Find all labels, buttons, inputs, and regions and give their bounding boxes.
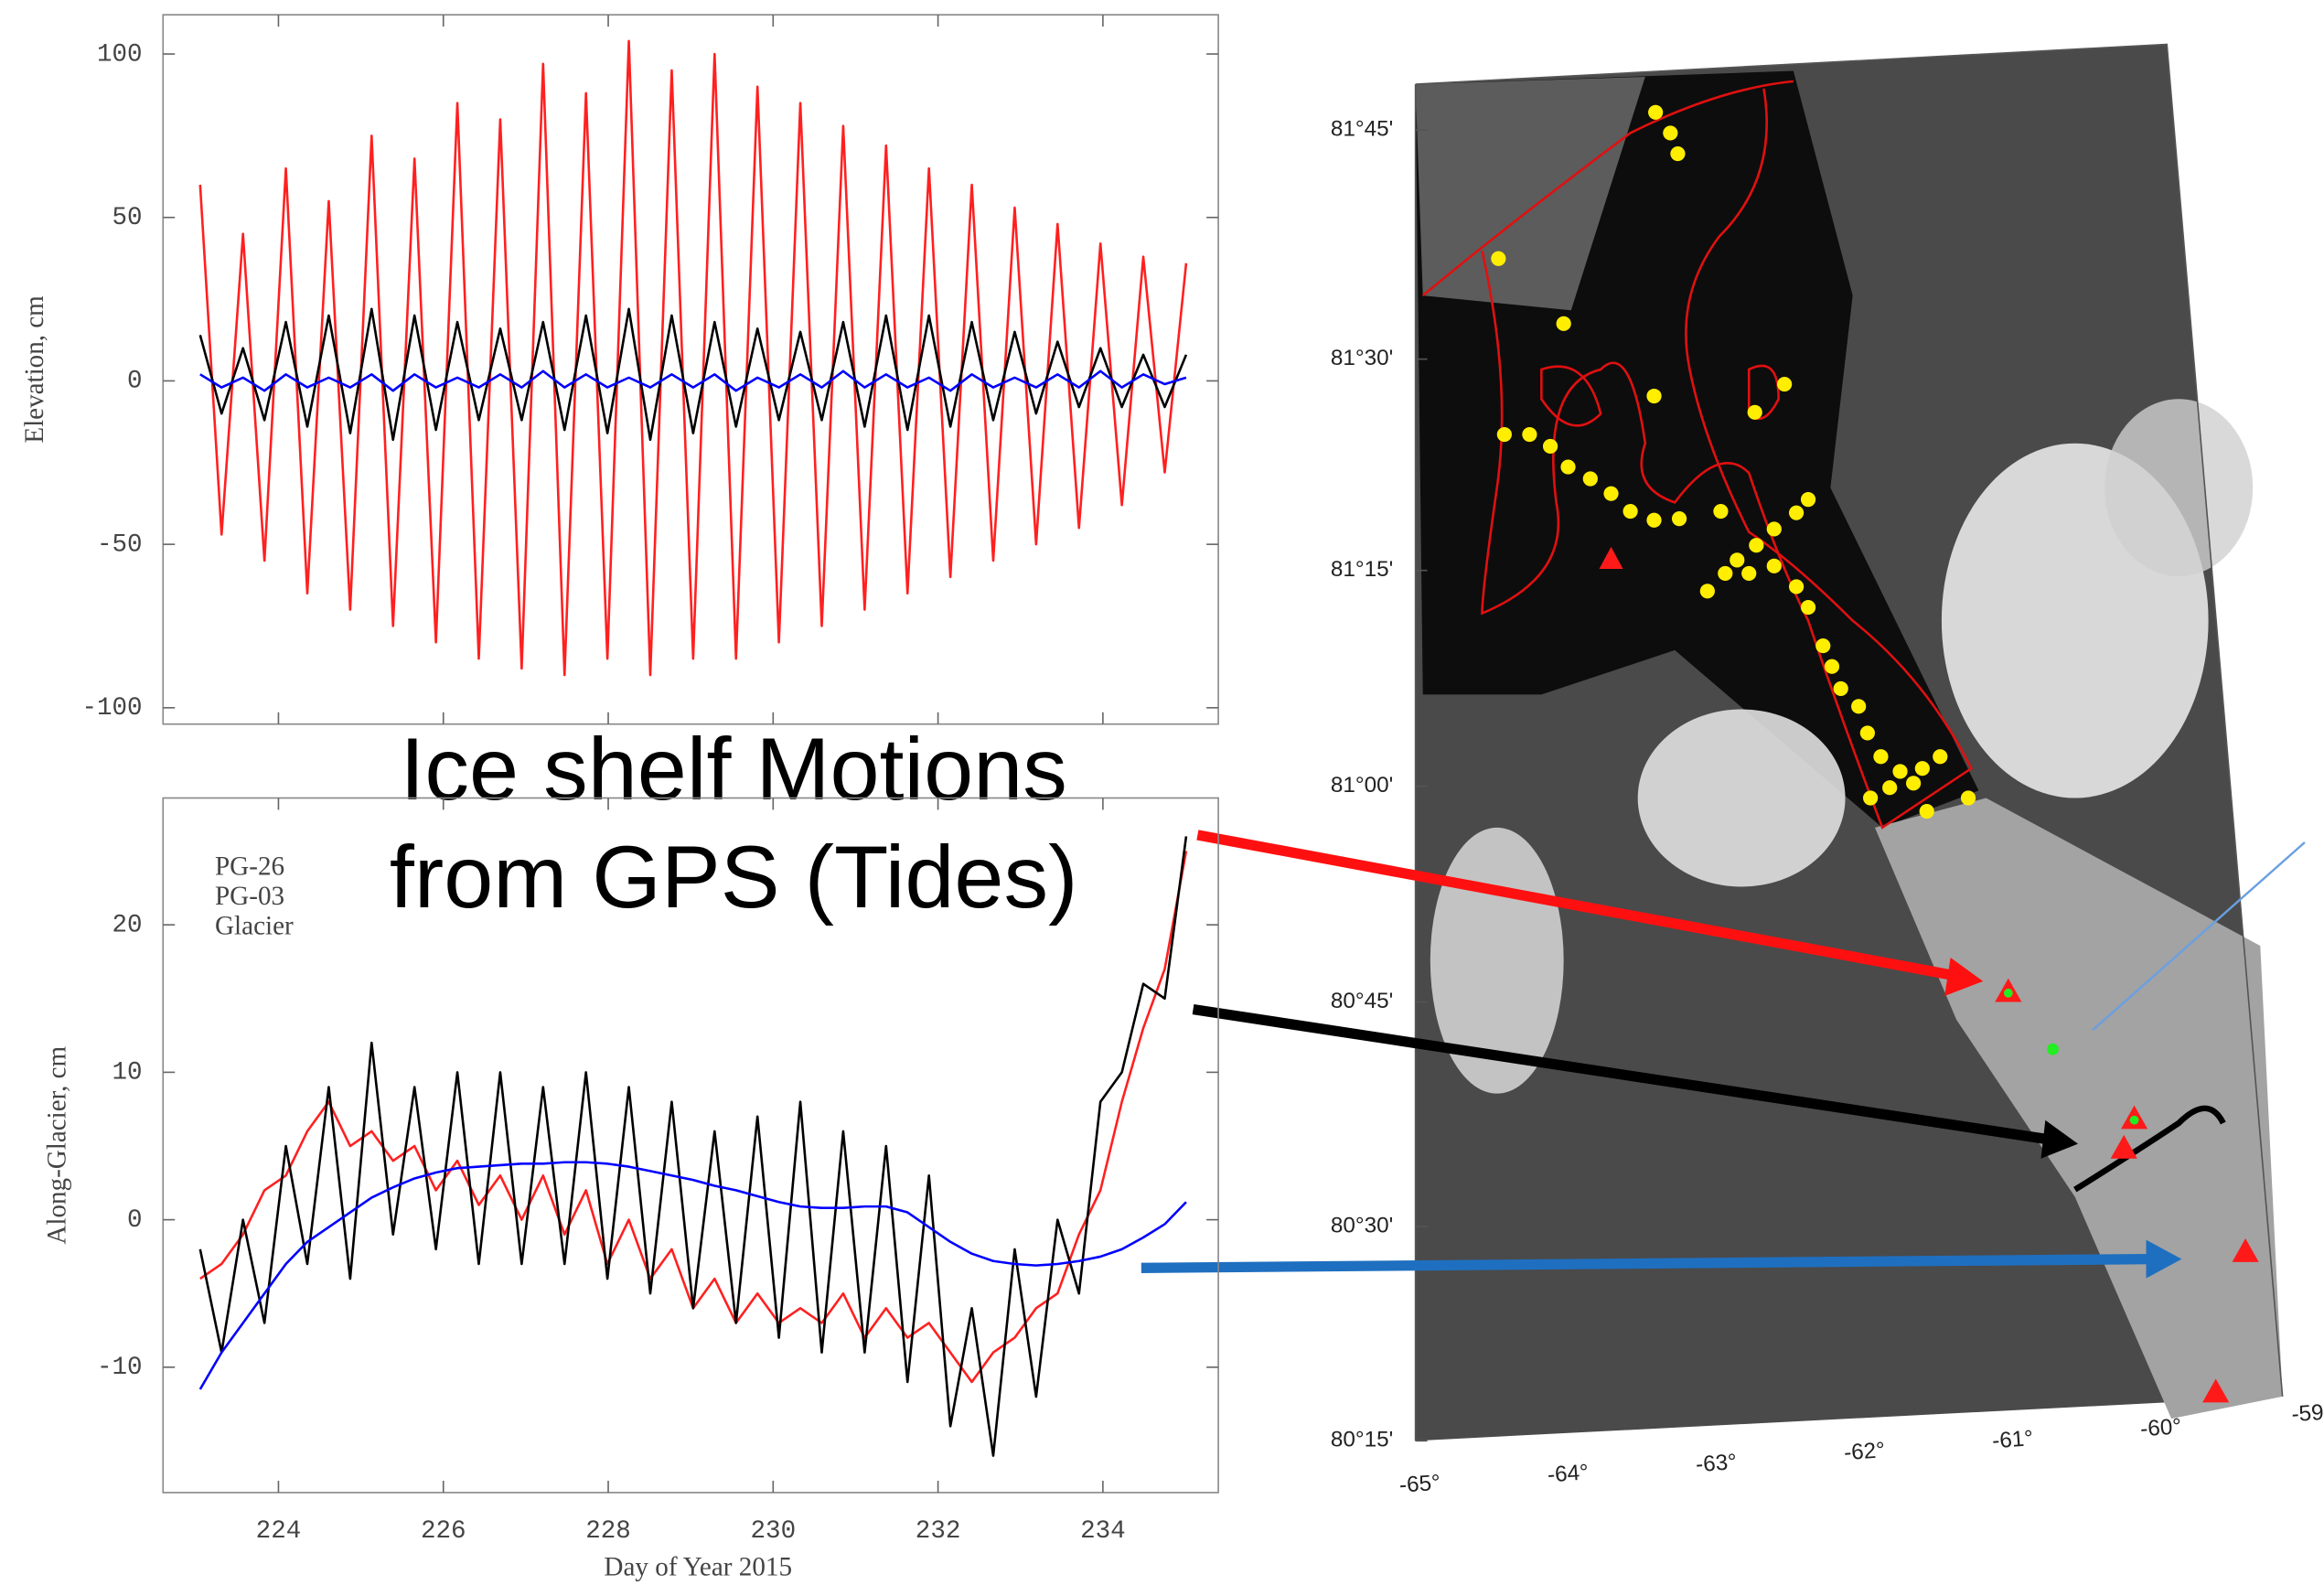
data-line [200,41,1186,675]
y-tick-label: 20 [112,911,143,939]
data-line [200,1162,1186,1389]
y-tick-label: 50 [112,204,143,232]
y-axis-label: Along-Glacier, cm [42,1045,71,1244]
y-tick-label: 10 [112,1059,143,1087]
lon-label: -61° [1991,1426,2034,1453]
annotation: from GPS (Tides) [390,827,1078,927]
lat-label: 81°15' [1331,557,1393,582]
legend-entry: Glacier [215,911,294,940]
legend-entry: PG-26 [215,852,284,882]
map-image [1416,44,2283,1441]
figure: Ice shelf Motions from GPS (Tides) -100-… [0,0,2324,1596]
annotation: Ice shelf Motions [400,719,1067,819]
y-axis-label: Elevation, cm [20,295,49,444]
x-tick-label: 232 [916,1517,961,1546]
x-tick-label: 228 [585,1517,631,1546]
lon-label: -63° [1695,1450,1738,1477]
lat-label: 81°00' [1331,773,1393,798]
lon-label: -64° [1547,1460,1590,1487]
data-line [200,309,1186,440]
lat-label: 80°30' [1331,1213,1393,1237]
x-tick-label: 230 [751,1517,797,1546]
data-line [200,836,1186,1455]
y-tick-label: -100 [81,694,142,723]
y-tick-label: 0 [127,1206,143,1235]
lat-label: 81°30' [1331,346,1393,370]
lon-label: -62° [1843,1438,1886,1465]
x-tick-label: 226 [421,1517,466,1546]
lon-label: -60° [2139,1414,2182,1441]
lat-label: 80°45' [1331,989,1393,1013]
y-tick-label: -10 [97,1354,143,1382]
x-tick-label: 234 [1080,1517,1126,1546]
lon-label: -59° [2291,1399,2324,1427]
y-tick-label: -50 [97,530,143,559]
legend-entry: PG-03 [215,882,284,911]
lat-label: 81°45' [1331,117,1393,142]
data-line [200,371,1186,391]
y-tick-label: 100 [97,40,143,69]
lat-label: 80°15' [1331,1428,1393,1452]
x-tick-label: 224 [256,1517,302,1546]
x-axis-label: Day of Year 2015 [604,1553,792,1582]
lon-label: -65° [1398,1471,1441,1498]
y-tick-label: 0 [127,368,143,396]
